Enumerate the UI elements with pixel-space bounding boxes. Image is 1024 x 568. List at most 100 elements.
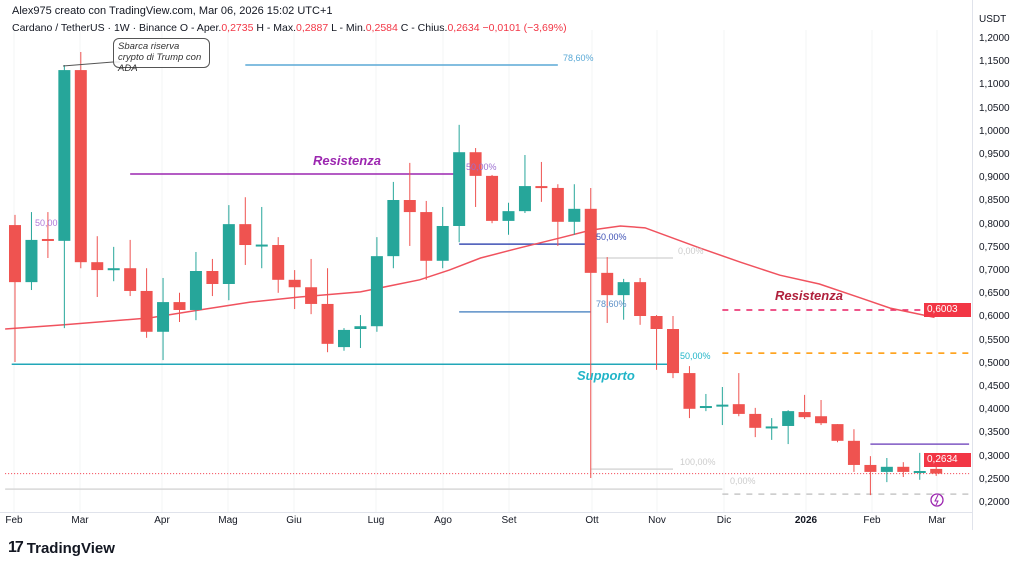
ohlc-legend: Cardano / TetherUS · 1W · Binance O - Ap… (12, 22, 567, 34)
candle-body (864, 464, 877, 472)
time-tick: Giu (286, 515, 302, 526)
open-value: 0,2735 (221, 22, 254, 34)
candle-body (930, 468, 943, 474)
time-tick: Set (501, 515, 517, 526)
price-axis[interactable]: USDT 1,2000 1,1500 1,1000 1,0500 1,0000 0,950… (972, 0, 1024, 530)
tradingview-logo[interactable]: 17 TradingView (8, 539, 115, 557)
time-tick: Mar (71, 515, 89, 526)
annotation-label: 78,60% (563, 53, 594, 63)
candle-body (765, 426, 778, 429)
candle-body (9, 225, 21, 283)
annotation-label: 50,00% (680, 351, 711, 361)
candle-body (222, 224, 235, 284)
chart-credit: Alex975 creato con TradingView.com, Mar … (12, 5, 333, 17)
candle-body (617, 282, 630, 296)
candle-body (650, 316, 663, 329)
candle-body (716, 404, 729, 407)
candle-body (601, 272, 614, 296)
candle-body (58, 70, 71, 241)
annotation-label: 50,00% (596, 232, 627, 242)
candle-body (420, 212, 433, 261)
candle-body (305, 287, 318, 304)
candle-body (403, 200, 416, 213)
candle-body (815, 416, 828, 424)
price-tick: 0,8500 (979, 195, 1010, 207)
moving-average-line (5, 225, 935, 330)
time-tick: Lug (367, 515, 385, 526)
lightning-glyph (934, 494, 939, 506)
price-tick: 0,2000 (979, 497, 1010, 508)
price-chart[interactable]: Resistenza Resistenza Supporto 78,60% 50,00%… (0, 0, 972, 512)
candle-body (288, 279, 301, 288)
candle-body (732, 404, 745, 414)
candle-body (584, 208, 597, 273)
candle-body (897, 466, 910, 472)
price-tick: 1,1500 (979, 56, 1010, 68)
candle-body (502, 211, 515, 221)
candle-body (74, 70, 87, 263)
price-tick: 0,6500 (979, 288, 1010, 300)
candle-body (782, 411, 795, 426)
open-label: O - Aper. (179, 22, 222, 34)
callout-note[interactable]: Sbarca riserva crypto di Trump con ADA (113, 38, 210, 74)
price-tick: 0,8000 (979, 218, 1010, 230)
candle-body (189, 271, 202, 310)
price-tick: 1,2000 (979, 33, 1010, 44)
price-tick: 0,3500 (979, 427, 1010, 439)
price-tick: 0,7500 (979, 241, 1010, 253)
time-tick: Mag (218, 515, 238, 526)
close-value: 0,2634 (447, 22, 480, 34)
price-tick: 1,0500 (979, 102, 1010, 114)
ma-price-badge: 0,6003 (924, 303, 971, 317)
time-tick: Dic (716, 515, 732, 526)
candle-body (338, 329, 350, 348)
time-tick: Ago (434, 515, 452, 526)
candle-body (535, 186, 548, 189)
candle-body (255, 244, 268, 247)
symbol-label[interactable]: Cardano / TetherUS · 1W · Binance (12, 22, 177, 34)
price-tick: 0,2500 (979, 473, 1010, 485)
candle-body (25, 239, 38, 283)
price-tick: 0,4500 (979, 381, 1010, 392)
price-tick: 0,5000 (979, 357, 1010, 369)
candle-body (798, 412, 811, 418)
candle-body (370, 256, 383, 327)
annotation-label: 0,00% (730, 476, 756, 486)
price-tick: 0,9000 (979, 172, 1010, 184)
last-price-badge: 0,2634 (924, 453, 971, 467)
candle-body (91, 262, 104, 271)
candle-body (568, 208, 581, 222)
candle-body (239, 224, 252, 246)
candle-body (699, 406, 712, 409)
candle-body (387, 200, 400, 257)
annotation-label: 0,00% (678, 246, 704, 256)
time-tick: Feb (5, 515, 23, 526)
axis-currency: USDT (979, 14, 1007, 25)
candle-body (880, 466, 893, 472)
low-label: L - Min. (331, 22, 366, 34)
candle-body (41, 238, 54, 241)
candle-body (667, 329, 679, 374)
annotation-label: 50,00 (35, 218, 58, 228)
candle-body (436, 225, 449, 261)
brand-name: TradingView (26, 539, 115, 557)
candle-body (683, 373, 696, 409)
candle-body (913, 470, 926, 473)
candle-body (206, 271, 219, 284)
time-axis[interactable] (0, 512, 972, 513)
time-tick: Feb (863, 515, 881, 526)
candle-body (354, 326, 367, 329)
price-tick: 0,3000 (979, 450, 1010, 462)
candle-body (107, 268, 120, 271)
price-tick: 0,7000 (979, 265, 1010, 276)
candle-body (831, 424, 844, 441)
price-tick: 0,9500 (979, 149, 1010, 160)
candle-body (469, 152, 482, 176)
lightning-icon (930, 493, 944, 507)
candle-body (157, 302, 170, 332)
high-label: H - Max. (256, 22, 297, 34)
annotation-label: 78,60% (596, 299, 627, 309)
price-tick: 0,5500 (979, 334, 1010, 346)
candle-body (321, 303, 334, 344)
candle-body (124, 268, 137, 291)
